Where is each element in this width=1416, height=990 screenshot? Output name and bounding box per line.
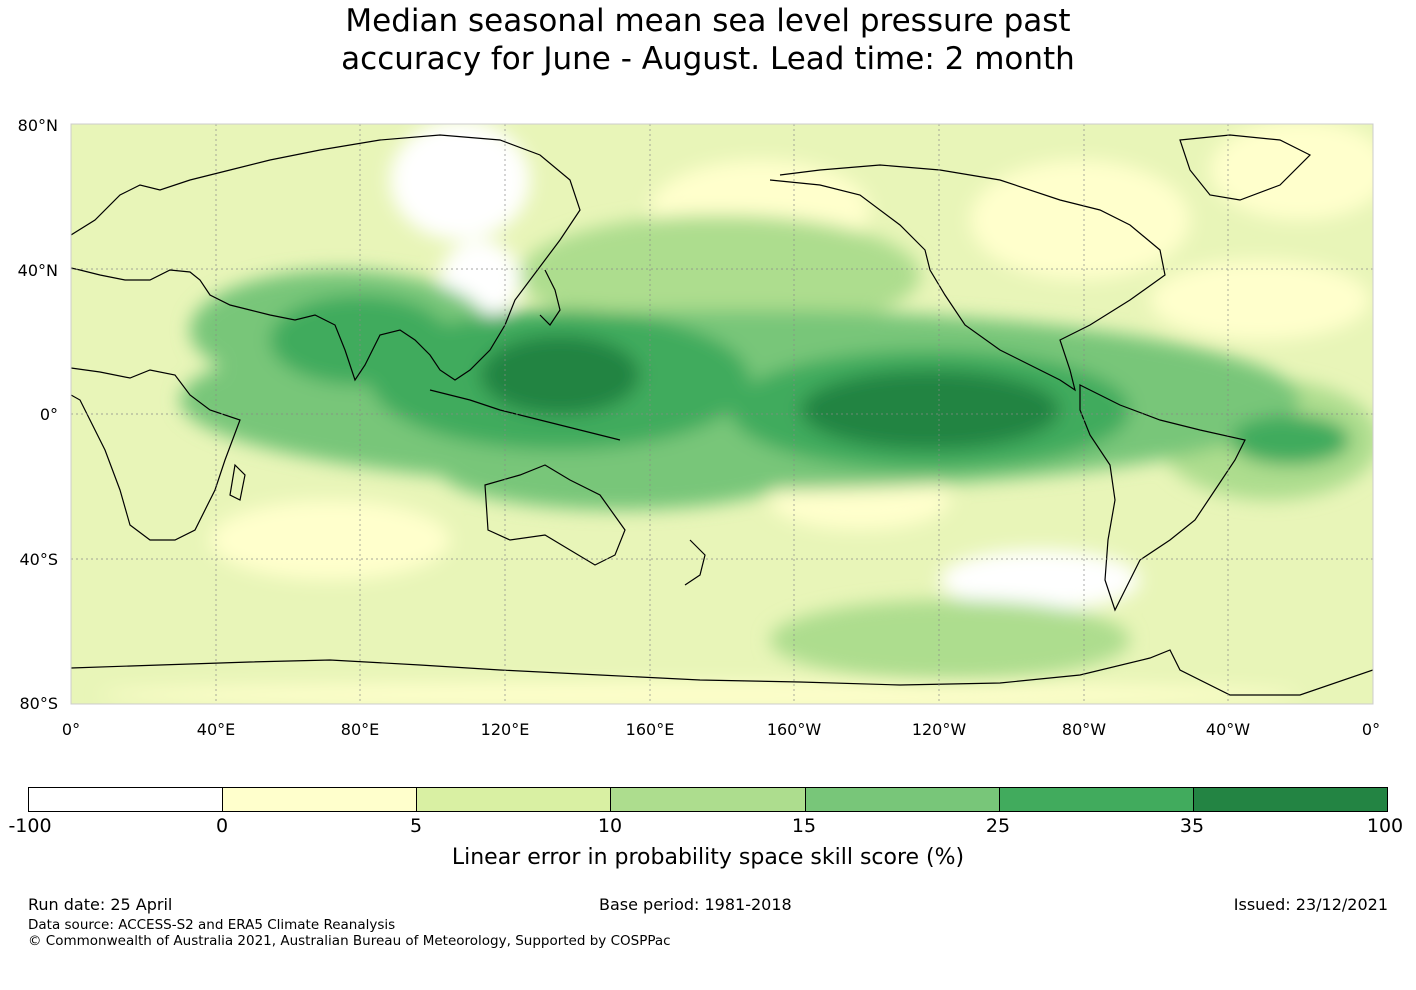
colorbar-tick: -100 [8, 815, 52, 837]
colorbar-label: Linear error in probability space skill … [451, 845, 965, 870]
coastlines [71, 134, 1373, 696]
skill-score-map [70, 123, 1374, 705]
lon-label-40w: 40°W [1205, 720, 1251, 739]
coast-south-america [1079, 384, 1246, 612]
map-panel: 80°N 40°N 0° 40°S 80°S 0° 40°E 80°E 120°… [0, 110, 1416, 750]
lat-label-80n: 80°N [17, 116, 58, 135]
gridlines [71, 124, 1373, 704]
patch-yellow-s-ind [210, 500, 450, 580]
colorbar-segment [611, 788, 806, 811]
colorbar-tick: 5 [409, 815, 423, 837]
title-line-2: accuracy for June - August. Lead time: 2… [341, 41, 1075, 77]
colorbar-segment [417, 788, 612, 811]
lat-label-40n: 40°N [17, 261, 58, 280]
coast-australia [484, 464, 626, 566]
map-frame [70, 123, 1374, 705]
colorbar [28, 787, 1388, 812]
patch-e-pac-core [800, 370, 1060, 450]
coast-indonesia [429, 389, 621, 441]
patch-s-pac-band [440, 430, 800, 510]
field-patches [100, 124, 1373, 704]
shaded-field [71, 124, 1373, 704]
coast-new-zealand [684, 539, 706, 586]
lon-label-160e: 160°E [625, 720, 675, 739]
run-date: Run date: 25 April [28, 895, 173, 914]
lon-label-80e: 80°E [340, 720, 380, 739]
base-period: Base period: 1981-2018 [599, 895, 792, 914]
coast-greenland [1179, 134, 1312, 201]
lon-label-0-right: 0° [1361, 720, 1381, 739]
coast-africa [71, 367, 241, 541]
patch-yellow-arctic [1210, 124, 1373, 220]
colorbar-segment [1193, 788, 1387, 811]
patch-atl-eq [1230, 415, 1350, 465]
colorbar-segment [999, 788, 1194, 811]
chart-title: Median seasonal mean sea level pressure … [0, 2, 1416, 78]
patch-white-canada [970, 160, 1190, 280]
coast-madagascar [229, 463, 246, 501]
lon-label-80w: 80°W [1061, 720, 1107, 739]
patch-yellow-antarctic [100, 683, 1300, 704]
coast-north-america [769, 164, 1166, 392]
data-source: Data source: ACCESS-S2 and ERA5 Climate … [28, 917, 396, 933]
patch-w-pac-core [480, 335, 640, 415]
copyright: © Commonwealth of Australia 2021, Austra… [28, 933, 671, 949]
lat-label-40s: 40°S [19, 550, 58, 569]
lon-label-120w: 120°W [911, 720, 967, 739]
patch-green-s-ocean [770, 600, 1130, 680]
patch-white-atlantic-s [940, 550, 1140, 610]
patch-green-n-pac [520, 215, 920, 335]
colorbar-tick: 15 [791, 815, 817, 837]
lon-label-160w: 160°W [766, 720, 822, 739]
patch-white-siberia [390, 124, 530, 240]
coast-antarctica [71, 649, 1373, 696]
colorbar-segment [223, 788, 418, 811]
colorbar-tick: 35 [1179, 815, 1205, 837]
colorbar-tick: 100 [1366, 815, 1404, 837]
colorbar-segment [805, 788, 1000, 811]
colorbar-tick: 25 [985, 815, 1011, 837]
lon-label-120e: 120°E [480, 720, 530, 739]
lat-label-80s: 80°S [19, 694, 58, 713]
title-line-1: Median seasonal mean sea level pressure … [345, 3, 1071, 39]
coast-japan [539, 269, 561, 326]
lat-label-0: 0° [39, 405, 58, 424]
patch-yellow-n-atl [1150, 260, 1370, 340]
colorbar-tick: 0 [215, 815, 229, 837]
colorbar-tick: 10 [597, 815, 623, 837]
lon-label-0-left: 0° [61, 720, 81, 739]
colorbar-segment [29, 788, 224, 811]
issued-date: Issued: 23/12/2021 [1233, 895, 1388, 914]
lon-label-40e: 40°E [196, 720, 236, 739]
coast-eurasia [71, 134, 581, 382]
